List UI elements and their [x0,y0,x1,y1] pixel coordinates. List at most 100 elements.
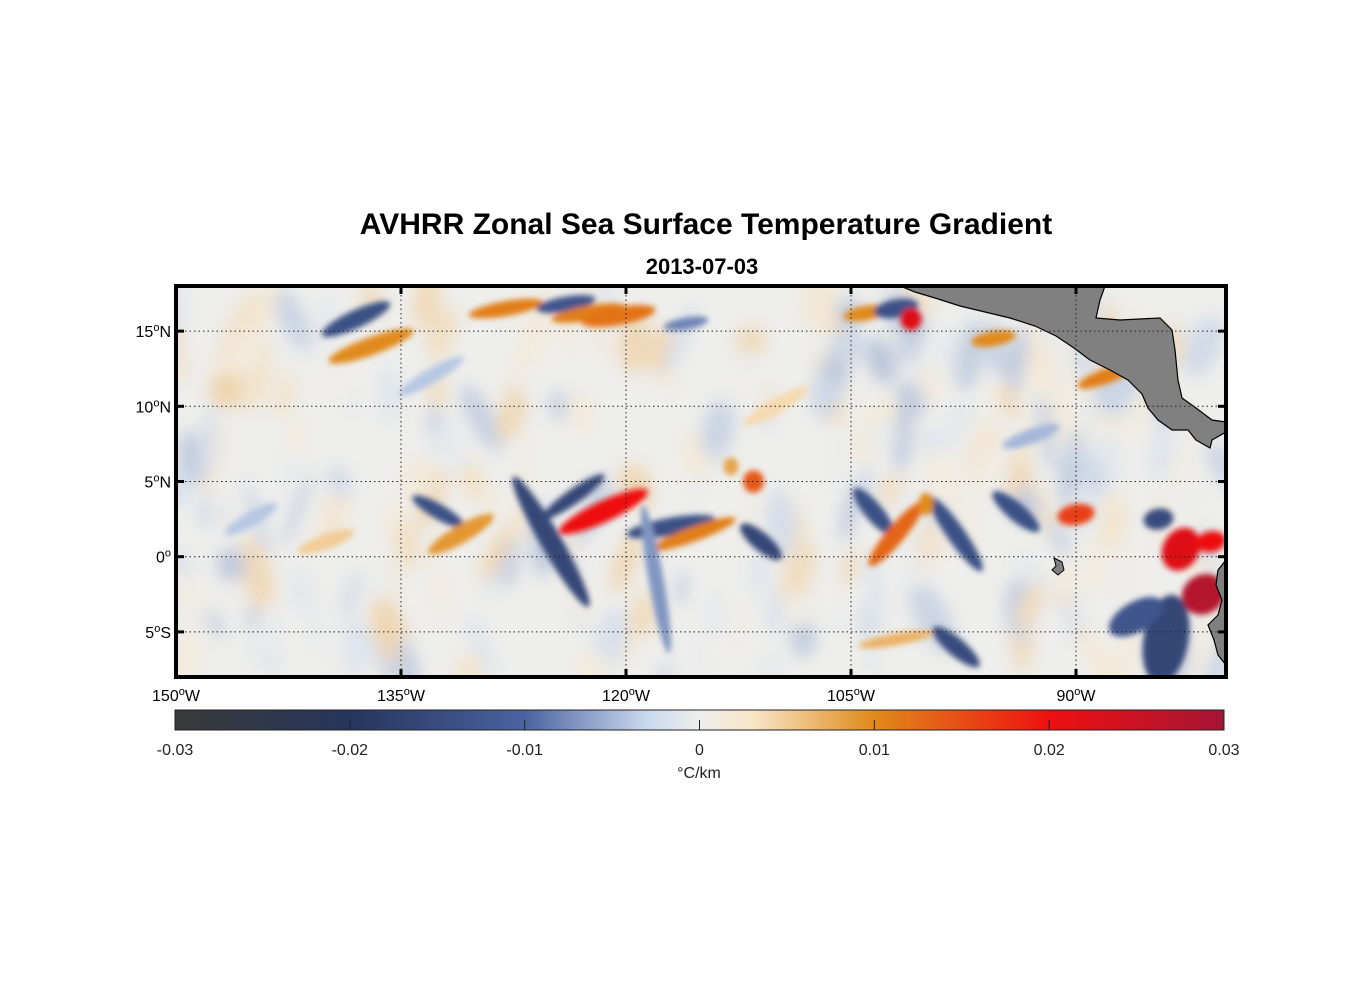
colorbar: -0.03 -0.02 -0.01 0 0.01 0.02 0.03 °C/km [157,709,1240,782]
texture-streak [440,422,468,477]
colorbar-ticks: -0.03 -0.02 -0.01 0 0.01 0.02 0.03 [157,720,1240,759]
texture-streak [733,603,751,652]
gradient-feature [398,356,464,397]
texture-streak [198,405,216,482]
texture-streak [660,440,686,503]
gradient-feature [428,513,494,555]
texture-streak [397,639,421,677]
texture-streak [1047,520,1070,558]
gradient-feature [1108,597,1164,637]
texture-streak [315,294,340,351]
gradient-feature [551,303,626,323]
texture-streak [484,489,504,516]
texture-streak [826,603,854,638]
gradient-feature [651,517,736,552]
central-america-landmass [899,286,1226,666]
texture-streak [272,372,296,417]
longitude-label: 135oW [377,686,426,705]
longitude-label: 105oW [827,686,876,705]
texture-streak [1203,629,1226,677]
texture-streak [479,527,513,582]
texture-streak [373,567,395,598]
gradient-feature [992,491,1040,533]
longitude-labels: 150oW 135oW 120oW 105oW 90oW [152,686,1096,705]
texture-streak [937,399,975,452]
texture-streak [1063,593,1081,640]
latitude-labels: 15oN 10oN 5oN 0o 5oS [136,322,171,642]
texture-streak [517,365,550,401]
texture-streak [183,612,208,641]
texture-streak [1123,544,1138,619]
gradient-feature [321,301,391,337]
texture-streak [809,376,842,413]
texture-streak [689,619,711,677]
land-central-america [899,286,1226,449]
texture-streak [282,473,313,548]
texture-streak [424,555,455,624]
texture-streak [787,590,812,626]
texture-streak [751,543,771,602]
texture-streak [577,650,610,677]
gradient-feature [1161,527,1201,571]
texture-streak [208,371,243,410]
colorbar-tick-label: 0 [695,742,704,759]
map-subtitle: 2013-07-03 [646,254,759,279]
texture-streak [340,571,363,618]
texture-streak [1174,485,1205,525]
land-south-america [1207,559,1226,666]
texture-streak [403,455,435,504]
gradient-feature [859,630,933,649]
texture-streak [270,286,313,352]
gradient-feature [559,488,648,535]
texture-streak [1080,547,1106,595]
gradient-feature [1143,508,1174,530]
colorbar-tick-label: -0.02 [332,742,369,759]
texture-streak [865,337,897,385]
latitude-label: 0o [156,548,171,567]
texture-streak [1115,622,1139,677]
gradient-feature [971,330,1016,347]
texture-streak [895,381,926,419]
gradient-feature [918,492,934,516]
land-galapagos [1051,557,1065,576]
texture-streak [326,466,352,499]
texture-streak [176,625,203,677]
gradient-feature [542,474,605,519]
texture-streak [205,609,225,639]
colorbar-tick-label: -0.01 [506,742,543,759]
texture-streak [1191,602,1217,664]
texture-streak [1148,426,1174,484]
texture-streak [244,286,280,346]
gradient-feature [663,316,709,331]
texture-streak [568,391,595,433]
texture-streak [216,548,247,582]
texture-streak [1015,581,1046,631]
texture-streak [289,414,303,458]
texture-streak [288,570,316,611]
gradient-feature [641,505,671,654]
texture-streak [455,652,483,677]
gradient-feature [581,305,656,328]
texture-streak [868,421,899,452]
texture-streak [708,588,726,636]
colorbar-tick-label: 0.01 [859,742,890,759]
longitude-label: 90oW [1056,686,1096,705]
colorbar-tick-label: 0.02 [1034,742,1065,759]
texture-streak [1083,637,1124,677]
gradient-feature [328,328,414,364]
texture-streak [900,543,924,590]
texture-streak [841,548,861,587]
gradient-feature [868,502,924,567]
texture-streak [1081,402,1107,448]
texture-streak [179,579,210,612]
map-title: AVHRR Zonal Sea Surface Temperature Grad… [360,208,1052,241]
gradient-feature [469,298,543,319]
texture-streak [460,384,503,453]
texture-streak [964,379,1005,447]
texture-streak [675,572,687,605]
texture-streak [791,617,816,658]
texture-streak [768,591,783,637]
colorbar-unit-label: °C/km [677,765,721,782]
texture-streak [729,357,753,410]
